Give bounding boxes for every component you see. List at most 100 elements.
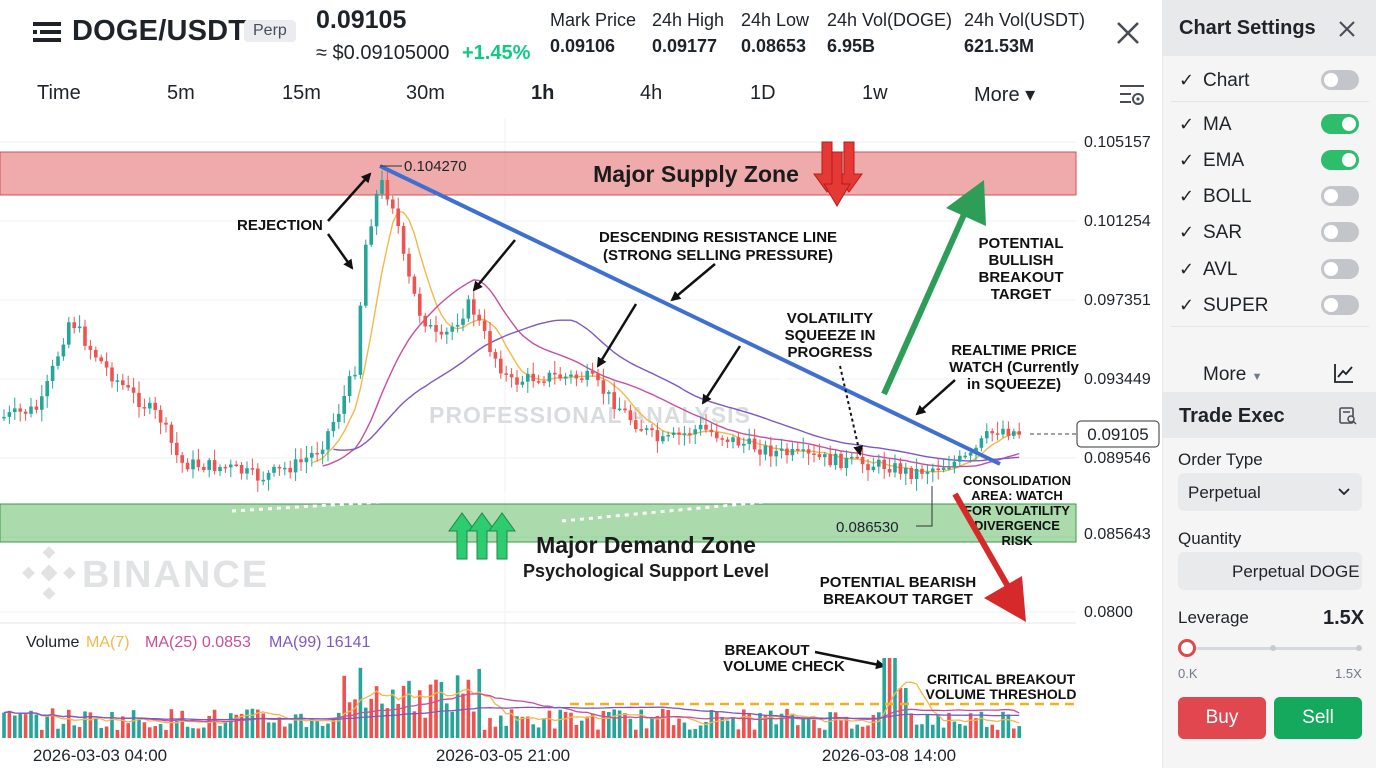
tf-4h[interactable]: 4h <box>640 82 663 104</box>
toggle-row-boll[interactable]: ✓ BOLL <box>1179 180 1361 216</box>
toggle-row-sar[interactable]: ✓ SAR <box>1179 216 1361 252</box>
candle-body <box>833 453 838 466</box>
candle-body <box>94 349 98 358</box>
toggle-row-super[interactable]: ✓ SUPER <box>1179 289 1361 325</box>
candle-body <box>439 331 444 335</box>
volume-bar <box>1001 711 1005 738</box>
volume-bar <box>801 717 805 738</box>
candle-body <box>941 467 946 470</box>
leverage-handle[interactable] <box>1178 639 1196 657</box>
price-chart[interactable]: PROFESSIONAL ANALYSIS BINANCE Major Supp… <box>0 118 1162 768</box>
chart-line-icon[interactable] <box>1333 362 1355 384</box>
toggle-boll[interactable] <box>1321 186 1359 206</box>
volume-bar <box>963 725 967 738</box>
toggle-row-avl[interactable]: ✓ AVL <box>1179 253 1361 289</box>
candle-body <box>785 448 789 456</box>
volume-bar <box>790 713 795 738</box>
resistance-label-line1: DESCENDING RESISTANCE LINE <box>599 229 837 246</box>
binance-logo: BINANCE <box>22 546 267 600</box>
candle-body <box>671 432 676 435</box>
candle-body <box>499 358 503 374</box>
stat-24h-high: 24h High 0.09177 <box>652 10 724 57</box>
tf-more[interactable]: More ▾ <box>974 84 1036 106</box>
candle-body <box>142 407 147 409</box>
candle-body <box>369 226 373 245</box>
candle-body <box>137 392 141 408</box>
toggle-row-ema[interactable]: ✓ EMA <box>1179 144 1361 180</box>
toggle-avl[interactable] <box>1321 259 1359 279</box>
candle-body <box>725 439 730 442</box>
candle-body <box>310 452 314 458</box>
volume-bar <box>752 729 757 738</box>
buy-button[interactable]: Buy <box>1178 697 1266 739</box>
toggle-label: BOLL <box>1203 186 1252 207</box>
tf-1w[interactable]: 1w <box>862 82 888 104</box>
volume-bar <box>585 716 589 738</box>
candle-body <box>774 450 778 457</box>
volume-bar <box>142 722 147 738</box>
candle-body <box>720 438 724 440</box>
tf-5m[interactable]: 5m <box>167 82 195 104</box>
close-icon[interactable] <box>1113 18 1143 48</box>
volume-bar <box>909 713 913 738</box>
volume-bar <box>985 727 989 738</box>
toggle-ema[interactable] <box>1321 150 1359 170</box>
tf-time[interactable]: Time <box>37 82 81 104</box>
quantity-input[interactable]: Perpetual DOGE <box>1178 552 1362 590</box>
candle-body <box>401 226 406 254</box>
more-indicators-button[interactable]: More ▼ <box>1203 364 1262 386</box>
order-type-select[interactable]: Perpetual <box>1178 473 1362 511</box>
volume-bar <box>207 715 211 738</box>
candle-body <box>18 408 22 412</box>
volume-bar <box>439 681 444 738</box>
volume-bar <box>639 709 643 738</box>
toggle-row-ma[interactable]: ✓ MA <box>1179 108 1361 144</box>
volume-bar <box>40 729 44 738</box>
tf-1d[interactable]: 1D <box>750 82 776 104</box>
menu-icon[interactable] <box>33 20 61 44</box>
volume-bar <box>698 725 703 738</box>
candle-body <box>585 370 589 380</box>
volume-bar <box>347 702 352 738</box>
volume-bar <box>720 716 724 738</box>
candle-body <box>218 466 222 472</box>
candle-body <box>682 433 687 435</box>
timeframe-bar: Time 5m 15m 30m 1h 4h 1D 1w More ▾ <box>0 72 1162 116</box>
checkmark-icon: ✓ <box>1179 150 1195 170</box>
volume-bar <box>736 729 741 738</box>
checkmark-icon: ✓ <box>1179 114 1195 134</box>
bearish-label-1: POTENTIAL BEARISH <box>820 574 976 591</box>
chart-canvas[interactable]: PROFESSIONAL ANALYSIS BINANCE Major Supp… <box>0 118 1162 768</box>
tf-30m[interactable]: 30m <box>406 82 445 104</box>
candle-body <box>866 464 870 471</box>
tf-15m[interactable]: 15m <box>282 82 321 104</box>
candle-body <box>607 392 611 394</box>
pressure-arrow-2 <box>596 303 638 368</box>
volume-bar <box>331 718 336 738</box>
volume-bar <box>131 710 136 738</box>
candle-body <box>812 453 816 455</box>
candle-body <box>153 402 157 411</box>
trading-pair[interactable]: DOGE/USDT <box>72 15 247 47</box>
order-list-icon[interactable] <box>1339 407 1357 425</box>
volume-bar <box>871 715 876 738</box>
candle-body <box>374 193 379 227</box>
toggle-ma[interactable] <box>1321 114 1359 134</box>
volume-bar <box>893 658 897 738</box>
toggle-sar[interactable] <box>1321 222 1359 242</box>
toggle-chart[interactable] <box>1321 70 1359 90</box>
candle-body <box>115 380 120 382</box>
tf-1h[interactable]: 1h <box>531 82 555 104</box>
close-settings-icon[interactable] <box>1337 19 1357 39</box>
sell-button[interactable]: Sell <box>1274 697 1362 739</box>
candle-body <box>596 373 600 381</box>
volume-bar <box>828 712 832 738</box>
usd-price: ≈ $0.09105000 <box>316 42 450 64</box>
toggle-super[interactable] <box>1321 295 1359 315</box>
leverage-slider[interactable] <box>1178 639 1362 657</box>
stat-value: 0.08653 <box>741 36 807 56</box>
candle-body <box>110 367 114 382</box>
indicator-settings-icon[interactable] <box>1118 82 1146 108</box>
toggle-row-chart[interactable]: ✓ Chart <box>1179 64 1361 100</box>
volume-bar <box>364 707 368 738</box>
